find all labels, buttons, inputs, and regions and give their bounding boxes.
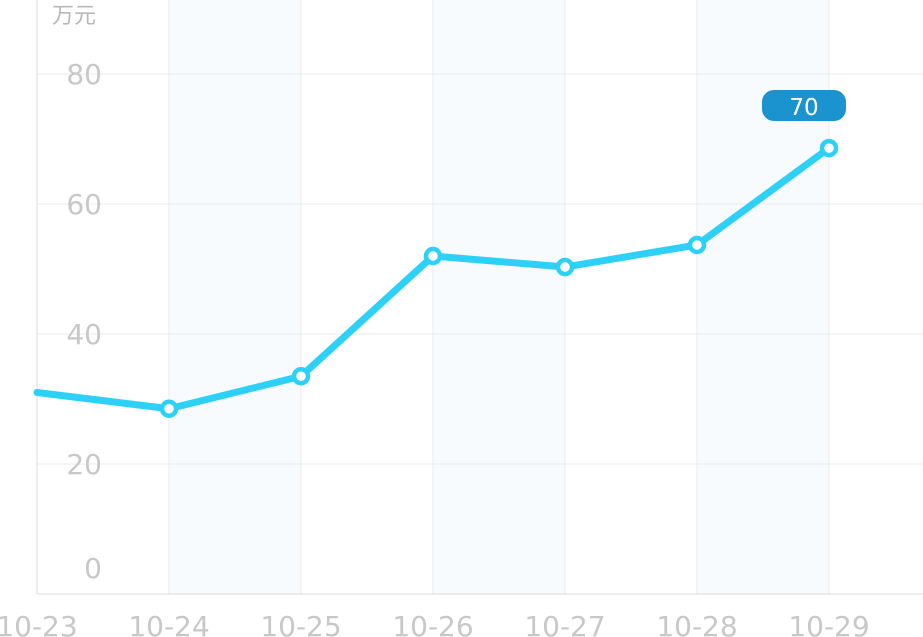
x-tick-10-23: 10-23	[0, 610, 78, 637]
y-tick-60: 60	[66, 188, 102, 221]
y-axis-unit-label: 万元	[52, 4, 96, 29]
x-tick-10-28: 10-28	[656, 610, 737, 637]
horizontal-gridlines	[37, 73, 923, 465]
y-tick-20: 20	[66, 448, 102, 481]
y-tick-80: 80	[66, 58, 102, 91]
column-band	[697, 0, 829, 594]
column-band	[433, 0, 565, 594]
series-layer	[33, 138, 839, 418]
y-tick-0: 0	[84, 552, 102, 585]
column-band	[169, 0, 301, 594]
x-tick-10-24: 10-24	[128, 610, 209, 637]
vertical-gridlines	[168, 0, 830, 594]
data-point-10-26	[423, 246, 443, 266]
y-tick-labels: 0 20 40 60 80	[66, 58, 102, 585]
data-point-10-24	[159, 399, 179, 418]
data-point-10-29	[819, 138, 839, 158]
x-tick-10-29: 10-29	[788, 610, 869, 637]
value-callout: 70	[762, 90, 846, 121]
column-bands	[169, 0, 829, 594]
callout-value: 70	[789, 95, 818, 121]
data-point-10-28	[687, 235, 707, 255]
x-tick-10-25: 10-25	[260, 610, 341, 637]
callout-bubble	[762, 90, 846, 121]
data-point-10-27	[555, 257, 575, 277]
x-tick-labels: 10-23 10-24 10-25 10-26 10-27 10-28 10-29	[0, 610, 870, 637]
y-tick-40: 40	[66, 318, 102, 351]
x-tick-10-26: 10-26	[392, 610, 473, 637]
x-tick-10-27: 10-27	[524, 610, 605, 637]
data-point-10-25	[291, 367, 311, 386]
